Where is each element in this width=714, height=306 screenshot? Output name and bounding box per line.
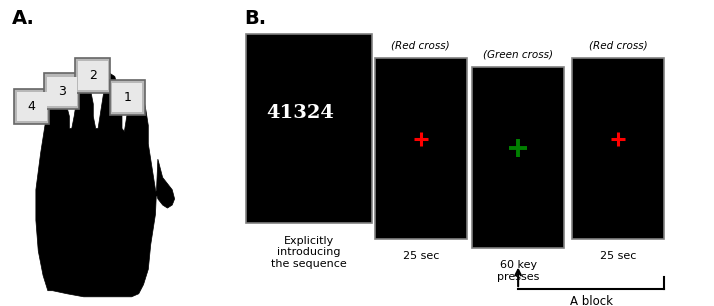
FancyBboxPatch shape — [76, 58, 110, 93]
Text: (Green cross): (Green cross) — [483, 50, 553, 60]
Text: 3: 3 — [58, 84, 66, 98]
Text: 25 sec: 25 sec — [600, 251, 636, 261]
Text: 2: 2 — [89, 69, 96, 82]
Text: (Red cross): (Red cross) — [391, 40, 450, 50]
FancyBboxPatch shape — [44, 73, 79, 109]
Text: 41324: 41324 — [266, 104, 333, 122]
Text: 60 key
presses: 60 key presses — [497, 260, 539, 282]
Text: 1: 1 — [124, 91, 131, 104]
Polygon shape — [36, 73, 175, 297]
FancyBboxPatch shape — [16, 92, 46, 121]
FancyBboxPatch shape — [571, 58, 664, 239]
Text: A block: A block — [570, 295, 613, 306]
FancyBboxPatch shape — [246, 34, 372, 223]
Text: B.: B. — [244, 9, 266, 28]
Text: A.: A. — [12, 9, 35, 28]
FancyBboxPatch shape — [375, 58, 467, 239]
Text: (Red cross): (Red cross) — [588, 40, 647, 50]
FancyBboxPatch shape — [78, 61, 108, 90]
FancyBboxPatch shape — [472, 67, 565, 248]
FancyBboxPatch shape — [14, 89, 49, 124]
FancyBboxPatch shape — [112, 83, 142, 112]
Text: 25 sec: 25 sec — [403, 251, 439, 261]
FancyBboxPatch shape — [110, 80, 145, 115]
Text: 4: 4 — [28, 100, 36, 113]
Text: Explicitly
introducing
the sequence: Explicitly introducing the sequence — [271, 236, 347, 269]
FancyBboxPatch shape — [46, 76, 76, 106]
